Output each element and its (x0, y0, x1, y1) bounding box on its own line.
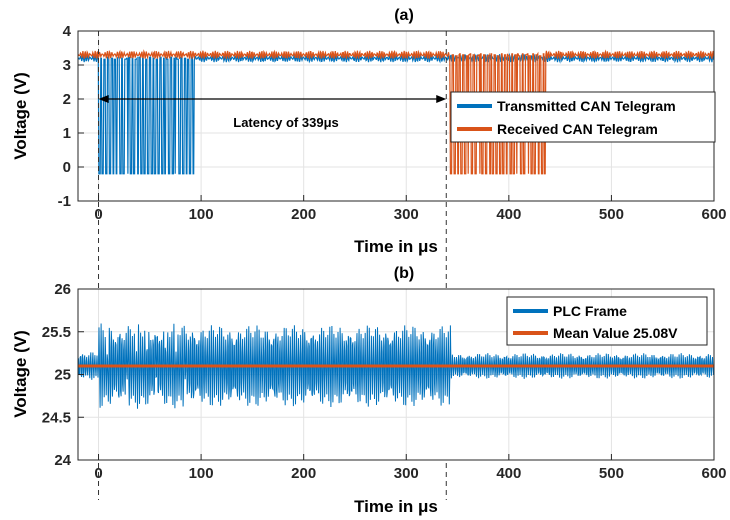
legend-b-label-mean: Mean Value 25.08V (553, 325, 678, 341)
panel-b: (b) 0 100 200 300 400 500 600 24 24.5 25 25.5 26 Ti… (11, 265, 727, 516)
legend-a-box (450, 91, 716, 143)
x-tick-label-b: 0 (94, 465, 102, 482)
plc-frame-trace (77, 323, 715, 409)
legend-b-label-plc: PLC Frame (553, 303, 627, 319)
x-tick-label-b: 100 (189, 465, 214, 482)
x-axis-label-b: Time in μs (354, 497, 438, 516)
legend-a-label-received: Received CAN Telegram (497, 121, 658, 137)
received-can-trace (77, 49, 715, 175)
y-tick-label-a: 2 (63, 91, 71, 108)
legend-a-label-transmitted: Transmitted CAN Telegram (497, 98, 676, 114)
y-tick-label-b: 24.5 (42, 409, 71, 426)
y-tick-label-b: 25.5 (42, 324, 71, 341)
x-tick-label-a: 400 (496, 206, 521, 223)
panel-a: (a) Latency of 339μs 0 100 200 300 400 500 600… (11, 7, 727, 500)
x-tick-label-a: 200 (291, 206, 316, 223)
ticks-b: 0 100 200 300 400 500 600 24 24.5 25 25.5 26 (42, 281, 727, 482)
y-tick-label-a: 1 (63, 125, 71, 142)
ticks-a: 0 100 200 300 400 500 600 -1 0 1 2 3 4 (58, 23, 727, 223)
x-tick-label-b: 400 (496, 465, 521, 482)
legend-b: PLC Frame Mean Value 25.08V (506, 296, 708, 346)
x-tick-label-b: 500 (599, 465, 624, 482)
y-tick-label-b: 26 (54, 281, 71, 298)
latency-arrowhead-left (98, 95, 109, 103)
x-tick-label-a: 100 (189, 206, 214, 223)
traces-b (77, 323, 715, 409)
x-tick-label-a: 0 (94, 206, 102, 223)
y-tick-label-b: 25 (54, 367, 71, 384)
x-tick-label-b: 300 (394, 465, 419, 482)
traces-a (77, 49, 715, 175)
x-tick-label-a: 500 (599, 206, 624, 223)
y-axis-label-b: Voltage (V) (11, 330, 30, 418)
y-tick-label-a: -1 (58, 193, 71, 210)
latency-arrowhead-right (436, 95, 447, 103)
legend-b-box (506, 296, 708, 346)
x-tick-label-a: 300 (394, 206, 419, 223)
legend-a: Transmitted CAN Telegram Received CAN Te… (450, 91, 716, 143)
y-tick-label-a: 4 (63, 23, 72, 40)
y-tick-label-a: 3 (63, 57, 71, 74)
x-tick-label-b: 200 (291, 465, 316, 482)
latency-annotation: Latency of 339μs (98, 95, 447, 130)
y-axis-label-a: Voltage (V) (11, 72, 30, 160)
x-axis-label-a: Time in μs (354, 237, 438, 256)
x-tick-label-a: 600 (701, 206, 726, 223)
y-tick-label-a: 0 (63, 159, 71, 176)
y-tick-label-b: 24 (54, 452, 71, 469)
chart-a-title: (a) (394, 7, 414, 24)
latency-label: Latency of 339μs (233, 115, 339, 130)
chart-b-title: (b) (394, 265, 414, 282)
x-tick-label-b: 600 (701, 465, 726, 482)
